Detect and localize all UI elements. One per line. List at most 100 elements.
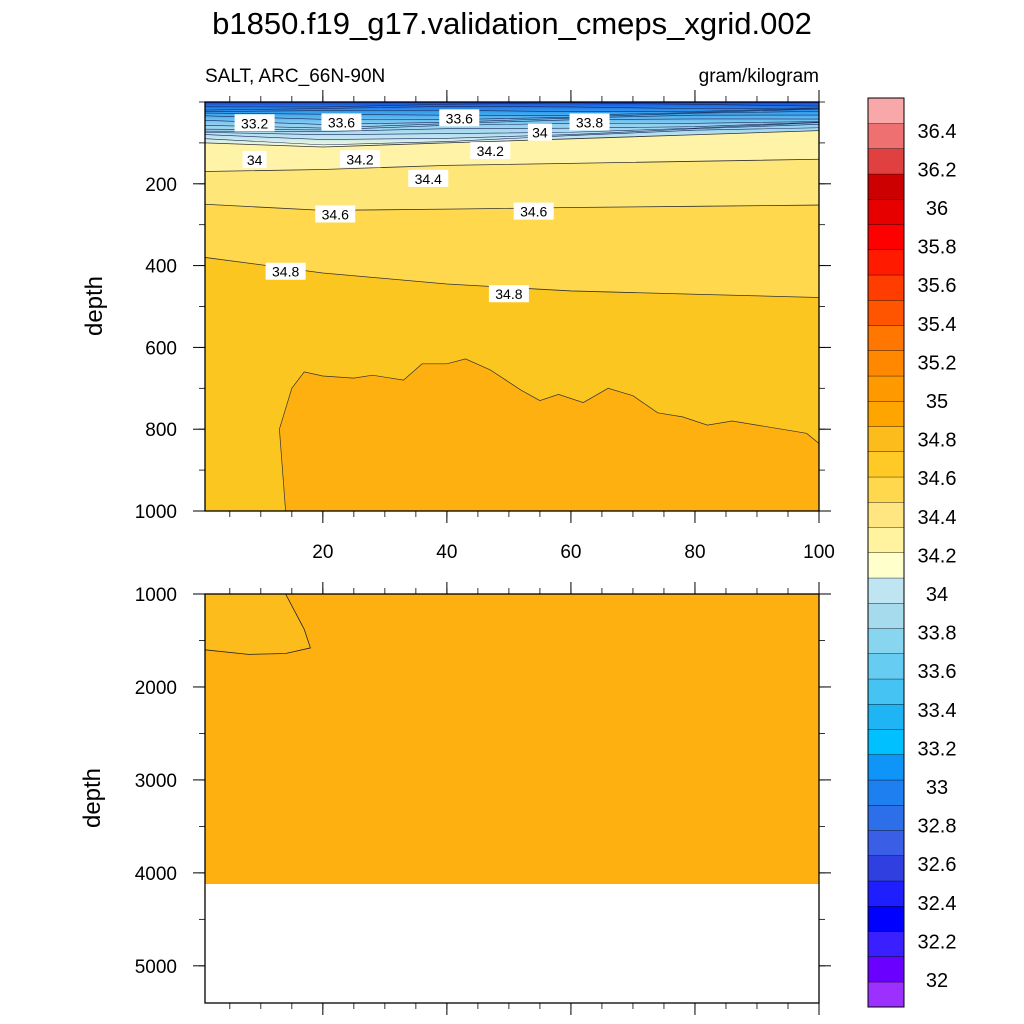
x-tick-label: 20 xyxy=(312,542,333,563)
figure-title: b1850.f19_g17.validation_cmeps_xgrid.002 xyxy=(212,6,812,41)
upper-plot-area xyxy=(205,102,819,511)
colorbar-label: 35 xyxy=(926,391,948,413)
contour-label: 34 xyxy=(532,125,548,141)
contour-label: 34 xyxy=(247,152,263,168)
colorbar-swatch xyxy=(867,476,905,503)
y-tick-label: 400 xyxy=(145,257,177,278)
contour-label: 34.4 xyxy=(415,171,442,187)
colorbar-swatch xyxy=(867,249,905,276)
colorbar-swatch xyxy=(867,729,905,755)
contour-label-box xyxy=(569,113,610,131)
colorbar-swatch xyxy=(867,173,905,200)
colorbar: 32 32.2 32.4 32.6 32.8 33 33.2 33.4 33.6 33.8 34 34… xyxy=(867,97,957,1008)
y-tick-label: 3000 xyxy=(135,771,177,792)
contour-line-34.4 xyxy=(205,158,819,172)
band-34.6 xyxy=(205,204,819,298)
contour-label-box xyxy=(470,142,511,160)
contour-label-box xyxy=(234,114,275,132)
contour-label-box xyxy=(321,113,362,131)
contour-label-box xyxy=(513,202,554,220)
contour-line-surface xyxy=(205,114,819,125)
contour-line-surface xyxy=(205,122,819,135)
colorbar-swatch xyxy=(867,577,905,604)
colorbar-swatch xyxy=(867,501,905,528)
colorbar-swatch xyxy=(867,274,905,301)
contour-label: 33.8 xyxy=(576,114,603,130)
contour-label-box xyxy=(242,151,267,169)
colorbar-swatch xyxy=(867,956,905,983)
x-tick-label: 60 xyxy=(560,542,581,563)
contour-label: 34.6 xyxy=(322,206,349,222)
y-tick-label: 1000 xyxy=(135,585,177,606)
lower-y-axis-label: depth xyxy=(79,768,106,828)
y-tick-label: 2000 xyxy=(135,678,177,699)
contour-label: 34.2 xyxy=(346,151,373,167)
contour-line-surface xyxy=(205,118,819,129)
colorbar-swatch xyxy=(867,426,905,452)
colorbar-swatch xyxy=(867,754,905,781)
colorbar-swatch xyxy=(867,350,905,377)
colorbar-swatch xyxy=(867,451,905,478)
colorbar-swatch xyxy=(867,375,905,402)
colorbar-swatch xyxy=(867,931,905,957)
colorbar-swatch xyxy=(867,830,905,856)
contour-line-surface xyxy=(205,110,819,120)
colorbar-label: 34.8 xyxy=(918,430,957,452)
contour-label: 33.6 xyxy=(328,114,355,130)
contour-label-box xyxy=(265,262,306,280)
x-tick-label: 100 xyxy=(803,542,835,563)
upper-salinity-bands xyxy=(205,102,819,511)
colorbar-label: 33 xyxy=(926,777,948,799)
y-tick-label: 1000 xyxy=(135,502,177,523)
colorbar-label: 33.8 xyxy=(918,623,957,645)
contour-line-surface xyxy=(205,127,819,146)
colorbar-swatch xyxy=(867,299,905,326)
colorbar-swatch xyxy=(867,703,905,730)
upper-axes: 200 400 600 800 1000 20 40 60 80 100 xyxy=(135,90,835,563)
contour-label: 33.2 xyxy=(241,115,268,131)
lower-panel: 1000 2000 3000 4000 5000 depth xyxy=(79,582,831,1015)
contour-label-box xyxy=(408,169,449,187)
colorbar-swatch xyxy=(867,602,905,629)
colorbar-swatch xyxy=(867,628,905,654)
contour-label-box xyxy=(439,109,480,127)
contour-label-box xyxy=(527,123,552,141)
contour-line-surface xyxy=(205,121,819,132)
colorbar-label: 35.8 xyxy=(918,237,957,259)
contour-label: 34.8 xyxy=(495,286,522,302)
colorbar-label: 36.4 xyxy=(918,121,957,143)
y-tick-label: 800 xyxy=(145,420,177,441)
colorbar-swatch xyxy=(867,400,905,427)
colorbar-swatch xyxy=(867,804,905,831)
colorbar-swatch xyxy=(867,779,905,806)
colorbar-label: 33.2 xyxy=(918,738,957,760)
colorbar-label: 32.6 xyxy=(918,854,957,876)
lower-axes: 1000 2000 3000 4000 5000 xyxy=(135,582,831,1015)
contour-line-surface xyxy=(205,123,819,140)
contour-label-box xyxy=(315,205,356,223)
contour-label-box xyxy=(340,150,381,168)
colorbar-swatch xyxy=(867,527,905,553)
colorbar-label: 33.6 xyxy=(918,661,957,683)
contour-line-surface xyxy=(205,106,819,111)
colorbar-label: 35.2 xyxy=(918,352,957,374)
colorbar-swatch xyxy=(867,653,905,680)
lower-region-34.8 xyxy=(205,594,311,655)
colorbar-swatch xyxy=(867,198,905,225)
contour-line-surface xyxy=(205,108,819,116)
colorbar-label: 33.4 xyxy=(918,700,957,722)
colorbar-label: 35.4 xyxy=(918,314,957,336)
contour-line-surface xyxy=(205,121,819,131)
contour-label: 33.6 xyxy=(446,110,473,126)
x-tick-label: 40 xyxy=(436,542,457,563)
upper-contour-lines xyxy=(205,102,819,298)
variable-label: SALT, ARC_66N-90N xyxy=(205,66,385,87)
y-tick-label: 200 xyxy=(145,175,177,196)
colorbar-label: 34.2 xyxy=(918,545,957,567)
colorbar-label: 34.6 xyxy=(918,468,957,490)
contour-label: 34.8 xyxy=(272,264,299,280)
colorbar-swatch xyxy=(867,224,905,250)
contour-line-surface xyxy=(205,108,819,113)
colorbar-label: 32.4 xyxy=(918,893,957,915)
units-label: gram/kilogram xyxy=(699,66,819,87)
